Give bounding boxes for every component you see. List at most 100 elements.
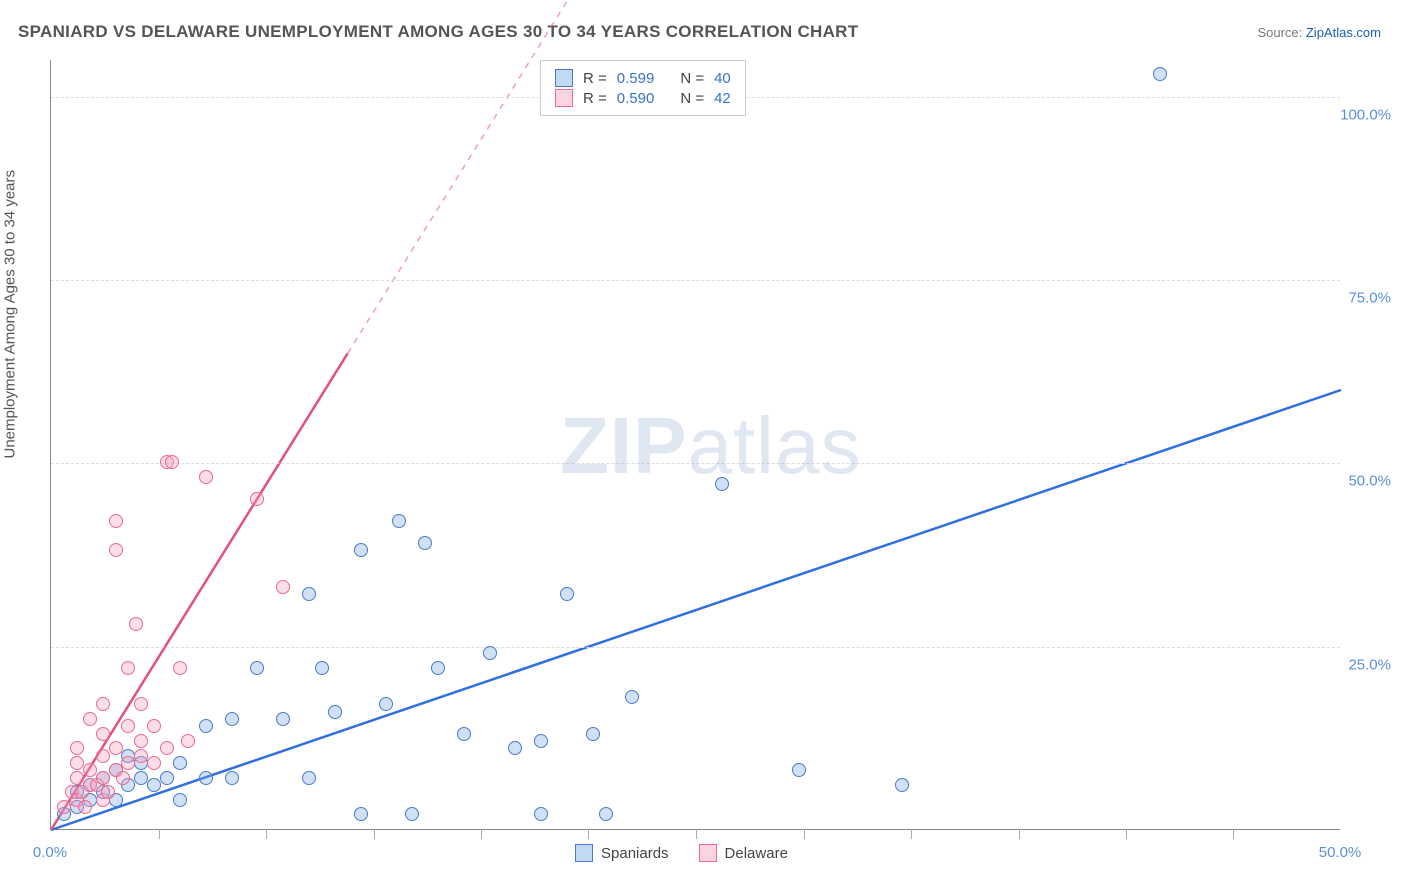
r-label: R = <box>583 70 607 87</box>
data-point <box>560 587 574 601</box>
data-point <box>134 734 148 748</box>
trend-line <box>51 390 1341 830</box>
data-point <box>70 756 84 770</box>
data-point <box>250 492 264 506</box>
data-point <box>250 661 264 675</box>
data-point <box>354 543 368 557</box>
data-point <box>1153 67 1167 81</box>
data-point <box>83 763 97 777</box>
data-point <box>173 793 187 807</box>
data-point <box>199 719 213 733</box>
plot-area <box>50 60 1340 830</box>
data-point <box>101 785 115 799</box>
n-label: N = <box>680 70 704 87</box>
data-point <box>147 778 161 792</box>
data-point <box>134 697 148 711</box>
n-value-spaniards: 40 <box>714 70 731 87</box>
data-point <box>225 771 239 785</box>
data-point <box>121 756 135 770</box>
gridline-h <box>51 463 1340 464</box>
gridline-h <box>51 647 1340 648</box>
data-point <box>109 741 123 755</box>
r-value-spaniards: 0.599 <box>617 70 655 87</box>
data-point <box>57 800 71 814</box>
legend-item-delaware: Delaware <box>699 844 788 862</box>
data-point <box>83 712 97 726</box>
x-minor-tick <box>588 829 589 839</box>
data-point <box>315 661 329 675</box>
swatch-pink-icon <box>555 89 573 107</box>
x-minor-tick <box>266 829 267 839</box>
data-point <box>70 771 84 785</box>
data-point <box>225 712 239 726</box>
data-point <box>392 514 406 528</box>
data-point <box>129 617 143 631</box>
y-axis-label: Unemployment Among Ages 30 to 34 years <box>2 170 19 459</box>
y-tick-label: 75.0% <box>1348 290 1391 307</box>
data-point <box>586 727 600 741</box>
source-link[interactable]: ZipAtlas.com <box>1306 25 1381 40</box>
data-point <box>276 712 290 726</box>
y-tick-label: 100.0% <box>1340 106 1391 123</box>
x-minor-tick <box>159 829 160 839</box>
data-point <box>173 756 187 770</box>
gridline-h <box>51 280 1340 281</box>
data-point <box>70 741 84 755</box>
chart-title: SPANIARD VS DELAWARE UNEMPLOYMENT AMONG … <box>18 22 858 42</box>
x-minor-tick <box>481 829 482 839</box>
data-point <box>625 690 639 704</box>
data-point <box>109 543 123 557</box>
data-point <box>199 470 213 484</box>
source-prefix: Source: <box>1257 25 1305 40</box>
stats-row-delaware: R = 0.590 N = 42 <box>555 89 731 107</box>
data-point <box>418 536 432 550</box>
trend-lines-layer <box>51 60 1340 829</box>
data-point <box>96 749 110 763</box>
data-point <box>116 771 130 785</box>
legend-item-spaniards: Spaniards <box>575 844 669 862</box>
data-point <box>328 705 342 719</box>
data-point <box>147 756 161 770</box>
data-point <box>160 771 174 785</box>
x-minor-tick <box>911 829 912 839</box>
data-point <box>134 771 148 785</box>
trend-line-extrapolated <box>348 1 567 353</box>
data-point <box>715 477 729 491</box>
y-tick-label: 50.0% <box>1348 473 1391 490</box>
data-point <box>134 749 148 763</box>
data-point <box>534 807 548 821</box>
data-point <box>173 661 187 675</box>
data-point <box>599 807 613 821</box>
x-minor-tick <box>1233 829 1234 839</box>
data-point <box>895 778 909 792</box>
swatch-blue-icon <box>555 69 573 87</box>
data-point <box>431 661 445 675</box>
n-label: N = <box>680 90 704 107</box>
data-point <box>109 514 123 528</box>
data-point <box>508 741 522 755</box>
x-tick-label: 0.0% <box>33 844 67 861</box>
data-point <box>302 587 316 601</box>
series-legend: Spaniards Delaware <box>575 844 788 862</box>
data-point <box>302 771 316 785</box>
data-point <box>405 807 419 821</box>
data-point <box>457 727 471 741</box>
legend-label-spaniards: Spaniards <box>601 845 669 862</box>
swatch-pink-icon <box>699 844 717 862</box>
data-point <box>483 646 497 660</box>
data-point <box>96 771 110 785</box>
data-point <box>354 807 368 821</box>
x-minor-tick <box>804 829 805 839</box>
x-minor-tick <box>374 829 375 839</box>
data-point <box>78 800 92 814</box>
y-tick-label: 25.0% <box>1348 656 1391 673</box>
data-point <box>121 719 135 733</box>
data-point <box>792 763 806 777</box>
r-label: R = <box>583 90 607 107</box>
data-point <box>96 697 110 711</box>
data-point <box>121 661 135 675</box>
x-minor-tick <box>1019 829 1020 839</box>
data-point <box>160 741 174 755</box>
source-attribution: Source: ZipAtlas.com <box>1257 25 1381 40</box>
data-point <box>379 697 393 711</box>
